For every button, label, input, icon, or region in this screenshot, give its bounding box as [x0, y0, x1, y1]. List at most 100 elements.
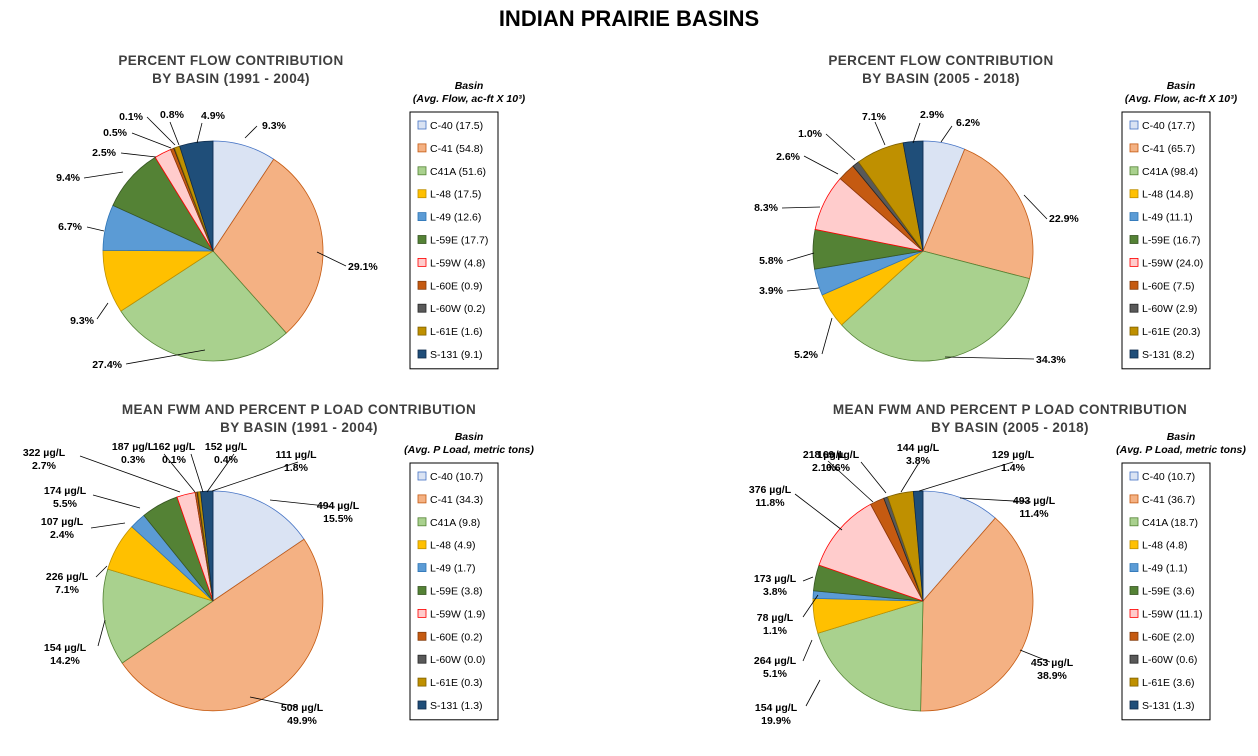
data-label: 0.5% — [103, 127, 128, 139]
pie-slice — [179, 140, 214, 252]
data-label: 5.8% — [759, 255, 784, 267]
legend-swatch — [1129, 517, 1139, 527]
data-label-line: 0.6% — [826, 462, 851, 474]
data-label: 226 µg/L 7.1% — [46, 571, 89, 596]
data-label: 129 µg/L 1.4% — [992, 449, 1035, 474]
legend-swatch — [417, 517, 427, 527]
legend-swatch — [417, 303, 427, 313]
data-label: 0.1% — [119, 111, 144, 123]
leader-line — [940, 125, 953, 143]
data-label: 493 µg/L 11.4% — [1013, 495, 1056, 520]
leader-line — [244, 125, 258, 139]
data-label: 3.9% — [759, 285, 784, 297]
legend-entry: L-59E (17.7) — [430, 235, 488, 247]
legend-swatch — [417, 326, 427, 336]
data-label: 508 µg/L 49.9% — [281, 702, 324, 727]
pie-slice — [922, 148, 1034, 280]
leader-line — [269, 499, 336, 508]
data-label-line: 2.4% — [50, 529, 75, 541]
legend-swatch — [417, 143, 427, 153]
legend-entry: L-59W (11.1) — [1142, 608, 1203, 620]
data-label-line: 5.5% — [53, 498, 78, 510]
legend-swatch — [417, 166, 427, 176]
legend-swatch — [417, 609, 427, 618]
pie-slice — [121, 538, 324, 712]
data-label-line: 5.1% — [763, 668, 788, 680]
legend-swatch — [1129, 326, 1139, 336]
data-label-line: 2.1% — [812, 462, 837, 474]
leader-line — [944, 356, 1035, 360]
legend-entry: L-60W (0.2) — [430, 303, 485, 315]
legend-swatch — [417, 654, 427, 664]
data-label: 322 µg/L 2.7% — [23, 447, 66, 472]
legend-swatch — [1129, 303, 1139, 313]
pie-slice — [840, 250, 1030, 362]
data-label-line: 49.9% — [287, 715, 317, 727]
legend-swatch — [1129, 700, 1139, 710]
legend-swatch — [1129, 143, 1139, 153]
data-label-line: 1.8% — [284, 462, 309, 474]
legend-swatch — [417, 677, 427, 687]
leader-line — [803, 155, 839, 175]
data-label: 6.2% — [956, 117, 981, 129]
data-label-line: 218 µg/L — [803, 449, 846, 461]
chart-title-line-1: PERCENT FLOW CONTRIBUTION — [118, 53, 343, 68]
pie-slice — [212, 158, 324, 334]
chart-title-line-1: PERCENT FLOW CONTRIBUTION — [828, 53, 1053, 68]
data-label-line: 152 µg/L — [205, 441, 248, 453]
legend-entry: S-131 (8.2) — [1142, 349, 1195, 361]
legend-entry: L-59E (16.7) — [1142, 235, 1200, 247]
pie-slice — [912, 490, 924, 602]
data-label: 154 µg/L 19.9% — [755, 702, 798, 727]
legend-entry: L-48 (4.9) — [430, 540, 476, 552]
legend-entry: L-61E (20.3) — [1142, 326, 1200, 338]
legend-entry: L-60E (2.0) — [1142, 631, 1195, 643]
legend: Basin (Avg. Flow, ac-ft X 10³) C-40 (17.5)… — [409, 80, 526, 370]
data-label-line: 7.1% — [55, 584, 80, 596]
leader-line — [786, 287, 820, 292]
legend-entry: C-41 (65.7) — [1142, 143, 1195, 155]
leader-line — [786, 252, 815, 262]
data-label-line: 14.2% — [50, 655, 80, 667]
leader-line — [794, 493, 843, 531]
leader-line — [900, 460, 921, 493]
legend-entry: L-59E (3.6) — [1142, 586, 1195, 598]
legend-title-line-1: Basin — [1167, 80, 1196, 92]
data-label-line: 78 µg/L — [757, 612, 794, 624]
data-label: 6.7% — [58, 221, 83, 233]
data-label: 27.4% — [92, 359, 122, 371]
data-label-line: 1.4% — [1001, 462, 1026, 474]
pie-slice — [920, 517, 1034, 712]
data-label: 111 µg/L 1.8% — [275, 449, 317, 474]
leader-line — [781, 206, 821, 209]
legend-entry: C-41 (54.8) — [430, 143, 483, 155]
data-label-line: 169 µg/L — [817, 449, 860, 461]
legend-swatch — [1129, 257, 1139, 267]
data-label-line: 107 µg/L — [41, 516, 84, 528]
leader-line — [802, 576, 814, 582]
leader-line — [97, 619, 106, 647]
legend-entry: L-59W (4.8) — [430, 257, 485, 269]
figure-title: INDIAN PRAIRIE BASINS — [498, 6, 760, 31]
legend-entry: C41A (18.7) — [1142, 517, 1198, 529]
legend-swatch — [1129, 540, 1139, 550]
chart-title-line-2: BY BASIN (2005 - 2018) — [931, 420, 1089, 435]
legend-swatch — [1129, 654, 1139, 664]
data-label: 218 µg/L 2.1% — [803, 449, 846, 474]
legend-swatch — [1129, 166, 1139, 176]
legend-swatch — [417, 563, 427, 572]
pie-slice — [818, 503, 924, 602]
data-label-line: 322 µg/L — [23, 447, 66, 459]
legend-entry: C-41 (36.7) — [1142, 494, 1195, 506]
pie-chart-4: MEAN FWM AND PERCENT P LOAD CONTRIBUTION… — [749, 402, 1246, 727]
leader-line — [120, 152, 157, 158]
legend-entry: L-60W (2.9) — [1142, 303, 1197, 315]
legend-entry: L-49 (11.1) — [1142, 212, 1193, 224]
legend-swatch — [1129, 349, 1139, 359]
data-label: 264 µg/L 5.1% — [754, 655, 797, 680]
legend-entry: L-60W (0.6) — [1142, 654, 1197, 666]
data-label: 22.9% — [1049, 213, 1079, 225]
data-label: 8.3% — [754, 202, 779, 214]
legend-entry: L-59W (24.0) — [1142, 257, 1203, 269]
